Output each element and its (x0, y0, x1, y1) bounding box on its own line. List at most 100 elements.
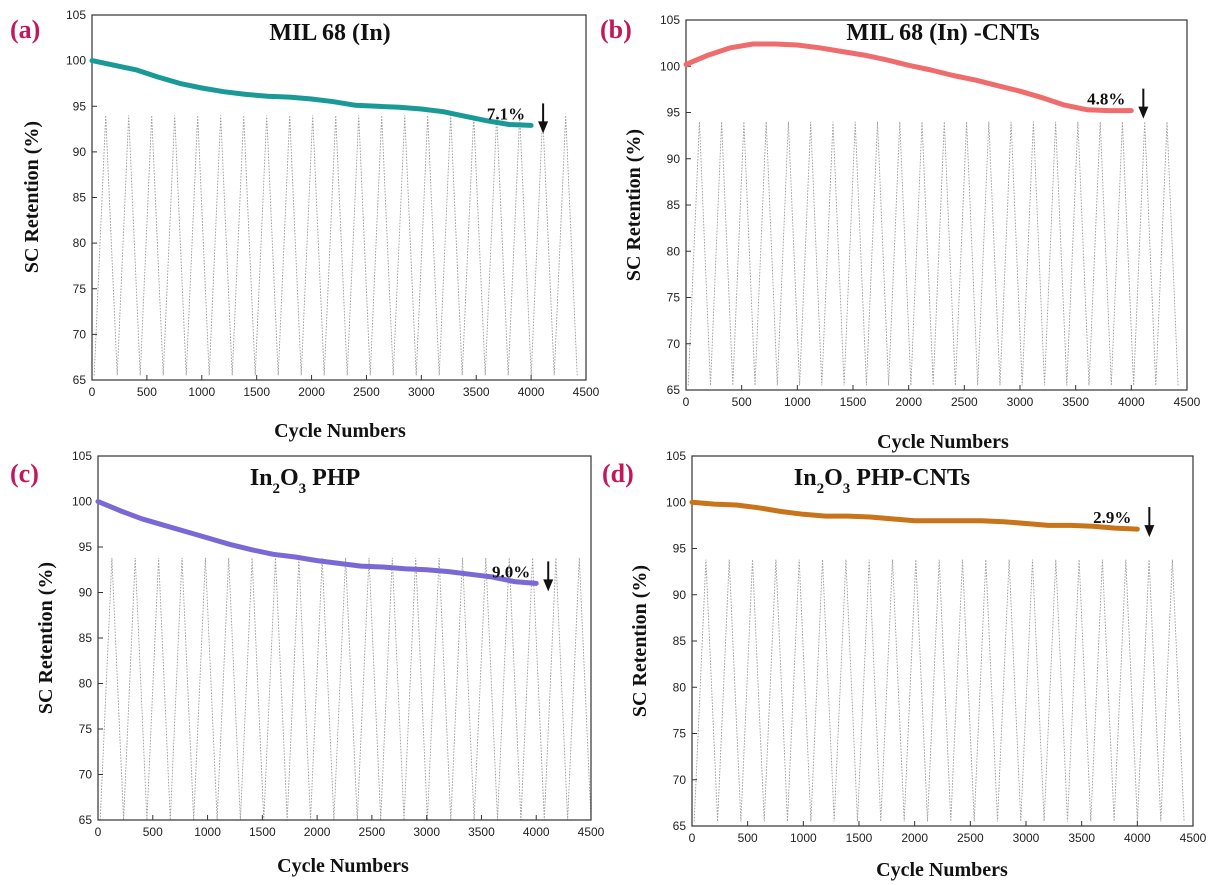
panel-d-retention-line (689, 499, 1140, 532)
panel-a-x-tick-label: 1000 (188, 385, 215, 399)
panel-a-y-tick-label: 95 (73, 99, 87, 113)
panel-c-y-tick-label: 95 (79, 540, 93, 554)
panel-c-x-axis-label: Cycle Numbers (277, 855, 409, 877)
panel-d-x-tick-label: 4000 (1124, 831, 1151, 845)
panel-c-retention-line (95, 499, 539, 586)
panel-d-y-tick-label: 100 (666, 495, 686, 509)
panel-a-y-tick-label: 90 (73, 145, 87, 159)
panel-a-retention-line (89, 58, 534, 128)
panel-d: 0 500 1000 1500 2000 2500 3000 3500 4000 4500 65 70… (602, 449, 1207, 881)
panel-a-x-tick-label: 2000 (298, 385, 325, 399)
panel-c-y-tick-label: 80 (79, 677, 93, 691)
panel-c-x-tick-label: 500 (143, 825, 163, 839)
panel-c-label: (c) (10, 459, 39, 488)
panel-b-y-tick-label: 95 (667, 106, 681, 120)
panel-d-down-arrow-head-icon (1144, 525, 1155, 538)
panel-a: 0 500 1000 1500 2000 2500 3000 3500 4000 4500 65 70… (10, 8, 600, 442)
panel-b-retention-line (683, 41, 1134, 114)
panel-b-y-tick-label: 105 (660, 13, 680, 27)
panel-a-x-axis-label: Cycle Numbers (274, 420, 406, 442)
panel-a-y-tick-label: 65 (73, 373, 87, 387)
panel-b-x-tick-label: 4500 (1174, 395, 1201, 409)
panel-c-x-tick-label: 4500 (578, 825, 605, 839)
panel-c-x-tick-label: 1500 (249, 825, 276, 839)
panel-d-x-tick-label: 0 (689, 831, 696, 845)
panel-d-y-tick-label: 70 (673, 773, 687, 787)
panel-a-x-tick-label: 4500 (573, 385, 600, 399)
panel-c-y-tick-label: 65 (79, 813, 93, 827)
panel-c-title: In2O3 PHP (250, 465, 360, 497)
panel-d-y-tick-label: 85 (673, 634, 687, 648)
panel-a-y-tick-label: 105 (66, 8, 86, 22)
panel-b-x-tick-label: 0 (683, 395, 690, 409)
panel-c-y-tick-label: 75 (79, 722, 93, 736)
panel-b-y-axis-label: SC Retention (%) (623, 129, 645, 281)
panel-b-x-tick-label: 3000 (1007, 395, 1034, 409)
panel-d-y-tick-label: 65 (673, 819, 687, 833)
panel-d-y-tick-label: 80 (673, 680, 687, 694)
panel-c-x-tick-label: 4000 (523, 825, 550, 839)
panel-b-x-tick-label: 4000 (1118, 395, 1145, 409)
panel-a-y-axis-label: SC Retention (%) (21, 121, 43, 273)
panel-b-x-tick-label: 1000 (784, 395, 811, 409)
panel-a-label: (a) (10, 15, 40, 44)
panel-d-x-tick-label: 1500 (846, 831, 873, 845)
panel-d-y-tick-label: 75 (673, 727, 687, 741)
panel-a-x-tick-label: 4000 (518, 385, 545, 399)
panel-a-x-tick-label: 3000 (408, 385, 435, 399)
panel-a-y-tick-label: 85 (73, 191, 87, 205)
panel-b-x-tick-label: 1500 (840, 395, 867, 409)
panel-b-gcd-trace (687, 121, 1179, 386)
panel-d-y-tick-label: 95 (673, 542, 687, 556)
panel-b-y-tick-label: 80 (667, 244, 681, 258)
panel-d-label: (d) (602, 459, 634, 488)
panel-c-down-arrow-head-icon (543, 579, 554, 592)
panel-c-x-tick-label: 1000 (194, 825, 221, 839)
panel-a-y-tick-label: 75 (73, 282, 87, 296)
panel-d-x-tick-label: 2500 (957, 831, 984, 845)
panel-c-y-tick-label: 85 (79, 631, 93, 645)
panel-b-retention-loss-label: 4.8% (1087, 90, 1125, 109)
panel-a-x-tick-label: 500 (137, 385, 157, 399)
panel-b-y-tick-label: 100 (660, 59, 680, 73)
panel-d-gcd-trace (693, 559, 1185, 822)
panel-a-down-arrow-head-icon (538, 121, 549, 134)
panel-d-y-tick-label: 90 (673, 588, 687, 602)
panel-c-y-tick-label: 70 (79, 768, 93, 782)
panel-a-y-tick-label: 100 (66, 54, 86, 68)
panel-a-retention-loss-label: 7.1% (487, 104, 525, 123)
panel-b-down-arrow-head-icon (1138, 106, 1149, 119)
panel-b-y-tick-label: 65 (667, 383, 681, 397)
panel-d-x-tick-label: 3000 (1013, 831, 1040, 845)
panel-d-x-tick-label: 2000 (901, 831, 928, 845)
panel-c: 0 500 1000 1500 2000 2500 3000 3500 4000 4500 65 70… (10, 449, 605, 877)
panel-c-gcd-trace (99, 557, 592, 821)
panel-d-x-axis-label: Cycle Numbers (876, 859, 1008, 881)
panel-b-y-tick-label: 85 (667, 198, 681, 212)
panel-b-y-tick-label: 70 (667, 337, 681, 351)
panel-d-x-tick-label: 500 (738, 831, 758, 845)
panel-b-x-tick-label: 500 (732, 395, 752, 409)
panel-b-x-tick-label: 2000 (895, 395, 922, 409)
panel-a-x-tick-label: 2500 (353, 385, 380, 399)
panel-d-y-axis-label: SC Retention (%) (629, 565, 651, 717)
panel-b-x-tick-label: 2500 (951, 395, 978, 409)
panel-c-plot-frame (97, 455, 592, 821)
panel-b: 0 500 1000 1500 2000 2500 3000 3500 4000 4500 65 70… (600, 13, 1201, 453)
panel-c-y-tick-label: 105 (72, 449, 92, 463)
panel-c-y-axis-label: SC Retention (%) (35, 562, 57, 714)
panel-a-x-tick-label: 0 (89, 385, 96, 399)
panel-c-x-tick-label: 2000 (304, 825, 331, 839)
panel-a-x-tick-label: 1500 (243, 385, 270, 399)
panel-b-x-axis-label: Cycle Numbers (877, 431, 1009, 453)
panel-d-x-tick-label: 3500 (1068, 831, 1095, 845)
panel-a-x-tick-label: 3500 (463, 385, 490, 399)
panel-d-retention-loss-label: 2.9% (1093, 508, 1131, 527)
panel-d-x-tick-label: 4500 (1180, 831, 1207, 845)
panel-d-y-tick-label: 105 (666, 449, 686, 463)
panel-b-plot-frame (685, 19, 1188, 391)
panel-c-y-tick-label: 90 (79, 586, 93, 600)
panel-a-title: MIL 68 (In) (269, 20, 390, 46)
panel-c-y-tick-label: 100 (72, 495, 92, 509)
